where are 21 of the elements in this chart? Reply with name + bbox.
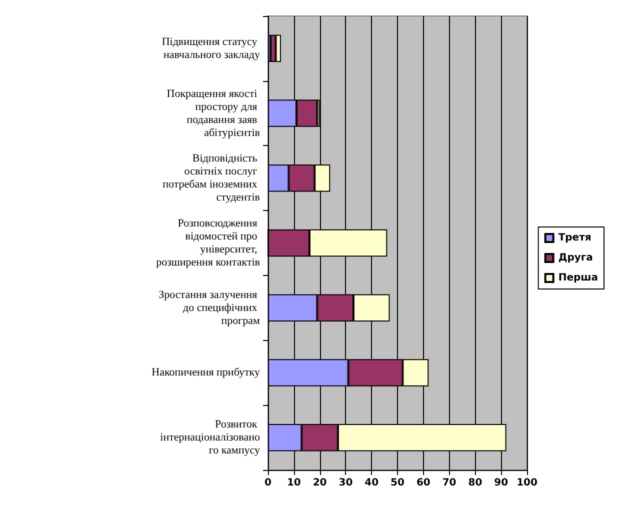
y-tick-label: Накопичення прибутку (152, 366, 260, 379)
x-tick-label: 0 (264, 478, 272, 488)
x-tick-label: 100 (516, 478, 538, 488)
x-tick-label: 40 (364, 478, 379, 488)
x-tick-label: 80 (468, 478, 482, 488)
legend-label: Перша (558, 272, 598, 284)
legend-label: Третя (558, 232, 592, 244)
y-tick-label: Покращення якості простору для подавання заяв абітурієнтів (166, 88, 260, 139)
x-tick-label: 10 (286, 478, 301, 488)
x-tick-label: 50 (390, 478, 404, 488)
y-tick-label: Відповідність освітніх послуг потребам іноземних студентів (162, 152, 260, 204)
y-tick-label: Розвиток інтернаціоналізованого кампусу (160, 418, 260, 457)
x-tick-label: 90 (494, 478, 508, 488)
y-tick-label: Зростання залучення до специфічних програм (158, 288, 260, 327)
x-tick-label: 20 (312, 478, 327, 488)
x-tick-label: 60 (416, 478, 430, 488)
x-tick-label: 30 (338, 478, 353, 488)
legend-label: Друга (558, 252, 593, 264)
y-tick-label: Підвищення статусу навчального закладу (162, 36, 260, 61)
y-tick-label: Розповсюдження відомостей про університет, розширення контактів (156, 218, 260, 268)
x-tick-label: 70 (442, 478, 456, 488)
